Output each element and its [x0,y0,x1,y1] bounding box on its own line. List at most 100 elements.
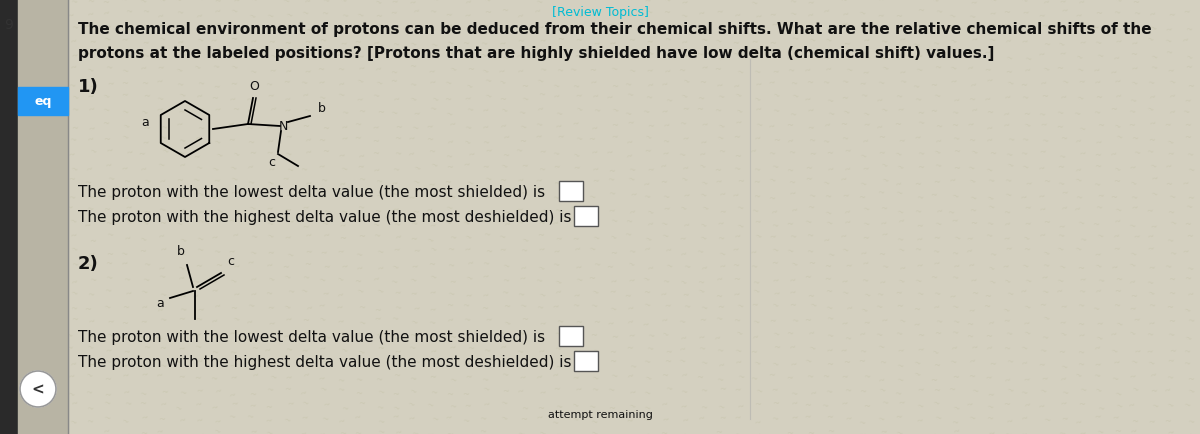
Text: ~: ~ [749,146,758,157]
Text: ~: ~ [245,94,254,104]
Text: ~: ~ [697,277,704,287]
Text: ~: ~ [499,161,508,172]
Text: ~: ~ [374,374,383,384]
Text: ~: ~ [880,63,889,74]
Text: ~: ~ [212,425,222,434]
Text: ~: ~ [589,358,599,368]
Text: ~: ~ [0,304,2,314]
Text: ~: ~ [679,11,688,21]
Text: The chemical environment of protons can be deduced from their chemical shifts. W: The chemical environment of protons can … [78,22,1152,37]
Text: ~: ~ [1058,49,1067,59]
Text: ~: ~ [121,193,130,203]
Text: ~: ~ [644,430,653,434]
Text: ~: ~ [1109,329,1118,339]
Text: ~: ~ [752,277,760,287]
Text: ~: ~ [482,259,490,269]
Text: ~: ~ [192,175,200,185]
Text: ~: ~ [786,428,793,434]
Text: ~: ~ [714,106,721,115]
Text: ~: ~ [120,107,130,118]
FancyBboxPatch shape [559,326,583,346]
Text: ~: ~ [70,92,79,102]
Text: ~: ~ [536,302,544,312]
Text: ~: ~ [427,51,434,60]
Text: ~: ~ [16,109,24,119]
Text: ~: ~ [138,234,148,245]
Text: ~: ~ [1163,36,1172,47]
Text: ~: ~ [970,49,977,58]
Text: ~: ~ [194,35,204,46]
Text: ~: ~ [191,290,200,301]
Text: ~: ~ [1168,11,1175,20]
Text: ~: ~ [394,427,403,434]
Text: ~: ~ [698,220,707,230]
Text: ~: ~ [625,431,634,434]
Text: ~: ~ [50,428,60,434]
Text: ~: ~ [642,388,650,398]
Text: ~: ~ [698,343,706,353]
Text: ~: ~ [646,66,654,76]
Text: ~: ~ [502,287,509,297]
Text: ~: ~ [143,192,151,203]
Text: ~: ~ [660,79,670,89]
Text: ~: ~ [302,316,310,325]
Text: ~: ~ [916,414,924,424]
Text: ~: ~ [859,79,866,89]
Text: ~: ~ [844,333,851,343]
Text: ~: ~ [520,0,529,4]
Text: ~: ~ [48,402,58,412]
Text: ~: ~ [178,107,186,117]
Text: ~: ~ [682,105,689,114]
Text: ~: ~ [193,49,202,59]
Text: ~: ~ [229,430,238,434]
Text: ~: ~ [538,90,545,99]
Text: ~: ~ [1061,387,1069,397]
Text: ~: ~ [1151,174,1159,184]
Text: ~: ~ [502,431,510,434]
Text: ~: ~ [840,244,850,255]
Text: ~: ~ [232,105,239,114]
Text: ~: ~ [770,430,779,434]
Text: ~: ~ [265,415,274,424]
Text: ~: ~ [611,82,618,91]
Text: ~: ~ [551,81,560,91]
Text: ~: ~ [499,412,509,423]
Text: ~: ~ [282,262,289,271]
Text: ~: ~ [283,123,290,132]
Text: ~: ~ [538,65,546,75]
Text: ~: ~ [1037,360,1045,369]
Text: ~: ~ [697,94,704,103]
Text: ~: ~ [1043,217,1050,227]
Text: ~: ~ [86,430,96,434]
Text: ~: ~ [731,245,739,255]
Text: ~: ~ [1061,414,1068,423]
Text: ~: ~ [1148,300,1156,310]
Text: ~: ~ [175,38,185,48]
Text: ~: ~ [212,7,222,17]
Text: The proton with the lowest delta value (the most shielded) is: The proton with the lowest delta value (… [78,184,545,200]
Text: ~: ~ [875,122,884,132]
Text: ~: ~ [788,0,797,6]
Text: ~: ~ [733,152,742,161]
Text: ~: ~ [211,94,218,103]
Text: ~: ~ [338,427,347,434]
Text: ~: ~ [971,35,979,45]
Text: ~: ~ [1060,22,1068,32]
Text: ~: ~ [318,161,326,171]
Text: ~: ~ [716,360,726,370]
Text: ~: ~ [749,247,758,257]
Text: ~: ~ [715,273,725,284]
Text: ~: ~ [1169,346,1176,355]
Text: ~: ~ [821,400,829,410]
Text: ~: ~ [770,20,779,30]
Text: ~: ~ [770,358,779,369]
Text: ~: ~ [606,411,614,421]
Text: ~: ~ [790,358,798,369]
Text: ~: ~ [857,9,866,19]
Text: ~: ~ [1092,179,1100,189]
Text: ~: ~ [1110,373,1118,383]
Text: ~: ~ [1115,132,1123,142]
Text: ~: ~ [1182,304,1190,315]
Text: ~: ~ [426,135,433,144]
Text: ~: ~ [250,232,258,242]
